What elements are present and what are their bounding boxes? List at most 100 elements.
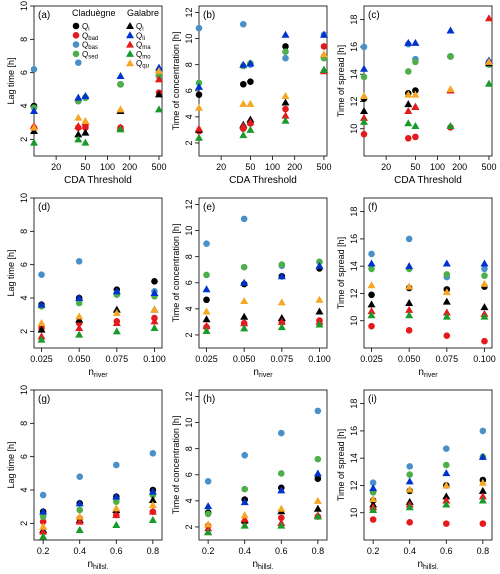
data-point [203, 271, 210, 279]
x-tick-label: 0.2 [202, 546, 215, 556]
y-tick-label: 8 [19, 229, 29, 234]
data-point [154, 67, 163, 74]
x-tick-label: 20 [381, 162, 391, 172]
legend-label-subscript: qu [142, 64, 149, 70]
y-tick-label: 16 [349, 42, 359, 52]
plot-frame [198, 197, 328, 349]
data-point [319, 50, 328, 58]
data-point [74, 122, 83, 129]
data-point [360, 107, 368, 114]
y-tick-label: 4 [19, 103, 29, 108]
data-point [369, 479, 377, 487]
y-tick-label: 10 [184, 226, 194, 236]
legend-marker [126, 59, 134, 67]
x-tick-label: 0.100 [143, 354, 166, 364]
data-point [405, 311, 414, 319]
y-axis-label: Time of concentration [h] [171, 224, 181, 323]
data-point [81, 138, 90, 146]
data-point [481, 265, 488, 273]
data-point [442, 500, 451, 508]
legend-marker [72, 22, 80, 30]
y-axis-label: Lag time [h] [6, 441, 16, 488]
data-point [195, 91, 203, 98]
data-point [368, 291, 375, 299]
legend-label-subscript: i [142, 27, 143, 33]
plot-frame [33, 197, 163, 349]
y-axis-label: Time of spread [h] [336, 429, 346, 501]
panel-c: 10 12 14 16 18 20 50 100 200 500 Time of spread [h… [336, 5, 496, 186]
y-tick-label: 10 [184, 34, 194, 44]
data-point [368, 322, 375, 330]
panel-label: (i) [368, 394, 377, 405]
y-tick-label: 2 [184, 332, 194, 337]
data-point [30, 138, 38, 146]
data-point [406, 463, 414, 470]
data-point [112, 461, 120, 469]
data-point [281, 116, 290, 124]
data-point [37, 319, 46, 326]
data-point [447, 53, 454, 60]
x-tick-label: 0.8 [147, 546, 160, 556]
data-point [277, 470, 285, 477]
y-tick-label: 12 [184, 392, 194, 402]
data-point [37, 325, 46, 333]
data-point [116, 125, 125, 133]
x-tick-label: 0.6 [275, 546, 288, 556]
data-point [367, 281, 376, 289]
y-tick-label: 8 [184, 254, 194, 259]
data-point [195, 133, 203, 141]
data-point [150, 317, 159, 325]
data-point [240, 297, 249, 305]
data-point [411, 38, 420, 46]
legend-marker [72, 41, 80, 48]
data-point [81, 117, 90, 124]
legend-title: Galabre [127, 8, 159, 18]
data-point [240, 215, 248, 223]
data-point [411, 90, 420, 98]
legend-label: Qsed [82, 50, 98, 61]
x-tick-label: 0.025 [360, 354, 383, 364]
legend-label: Qbas [82, 41, 98, 52]
data-point [405, 326, 413, 334]
legend-label: Qi [82, 22, 90, 33]
plot-frame [363, 5, 493, 157]
data-point [442, 492, 451, 500]
data-point [405, 262, 414, 270]
data-point [239, 99, 248, 107]
data-point [154, 105, 163, 113]
y-tick-label: 2 [184, 524, 194, 529]
data-point [281, 111, 290, 119]
data-point [479, 520, 487, 527]
x-axis-label-subscript: hillsl. [423, 564, 439, 571]
data-point [313, 512, 322, 520]
data-point [442, 259, 451, 267]
data-point [313, 469, 322, 477]
x-tick-label: 0.4 [403, 546, 416, 556]
legend-marker [126, 49, 134, 57]
panel-label: (g) [38, 394, 50, 405]
legend-label-subscript: i [88, 27, 89, 33]
panel-a: 2 4 6 8 10 20 50 100 200 500 Lag time [h] CDA Thres… [6, 1, 166, 186]
data-point [116, 72, 125, 79]
data-point [246, 99, 255, 107]
data-point [74, 130, 83, 138]
panel-label: (h) [203, 394, 215, 405]
x-tick-label: 0.100 [473, 354, 496, 364]
panel-label: (d) [38, 202, 50, 213]
data-point [442, 288, 451, 296]
data-point [368, 265, 375, 273]
data-point [148, 507, 157, 515]
y-tick-label: 10 [349, 508, 359, 518]
x-tick-label: 200 [122, 162, 137, 172]
data-point [281, 92, 290, 99]
data-point [446, 122, 455, 129]
panel-d: 2 4 6 8 10 0.025 0.050 0.075 0.100 Lag time [h] nr… [6, 193, 166, 379]
y-tick-label: 6 [19, 70, 29, 75]
x-tick-label: 500 [481, 162, 496, 172]
x-tick-label: 0.8 [477, 546, 490, 556]
legend-marker [126, 40, 134, 48]
data-point [154, 75, 163, 83]
data-point [480, 303, 489, 311]
data-point [442, 445, 450, 452]
data-point [239, 131, 248, 139]
